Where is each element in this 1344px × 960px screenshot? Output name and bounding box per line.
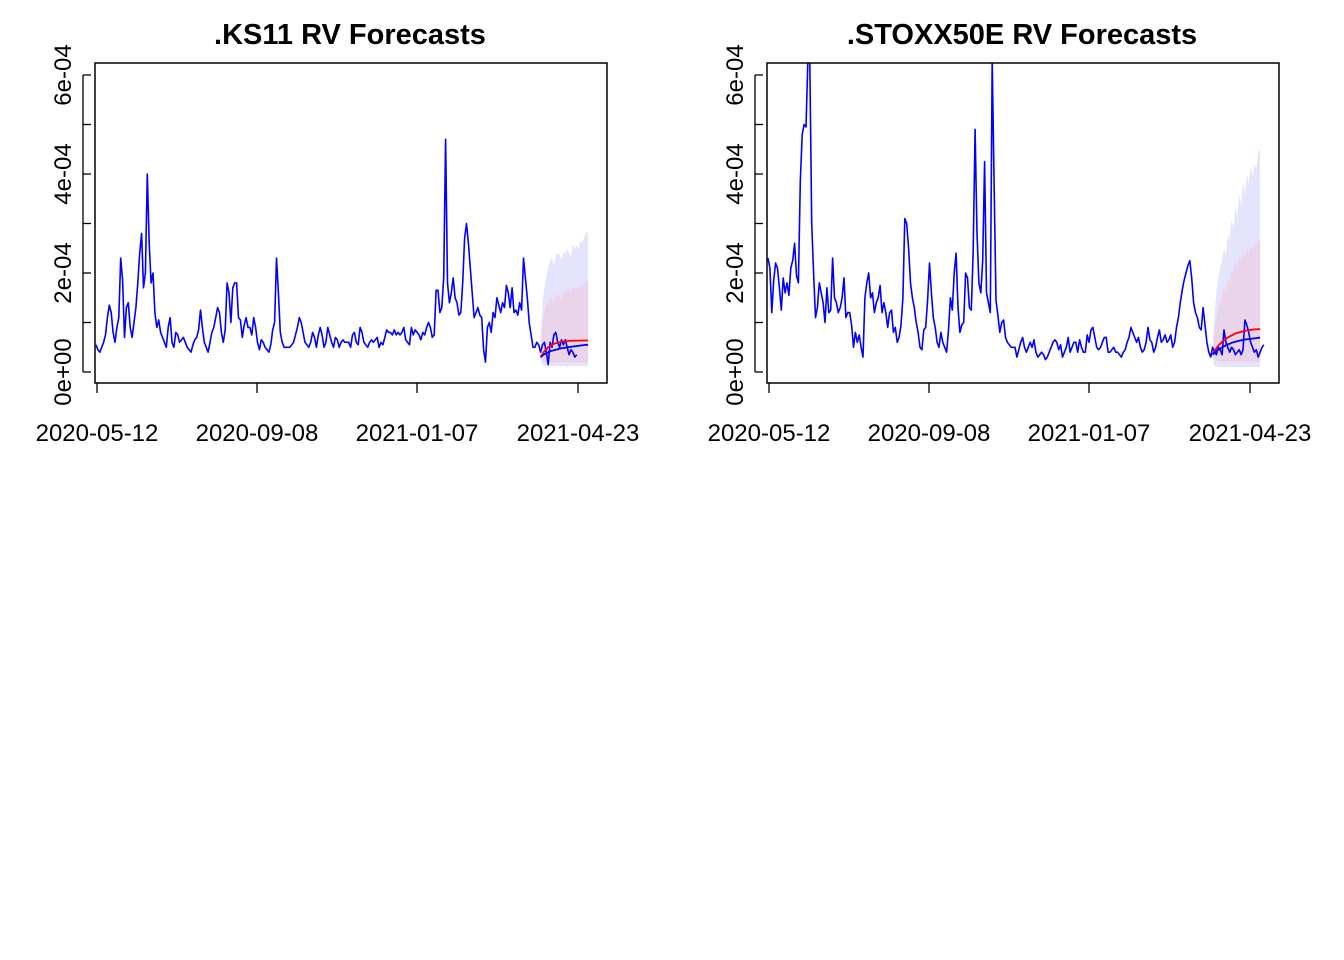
forecast-series-red bbox=[539, 339, 589, 358]
y-tick-label: 2e-04 bbox=[50, 242, 77, 303]
x-tick-label: 2021-01-07 bbox=[1028, 420, 1151, 447]
plot-frame bbox=[766, 62, 1280, 384]
x-tick-label: 2020-05-12 bbox=[36, 420, 159, 447]
x-tick-label: 2020-09-08 bbox=[868, 420, 991, 447]
y-tick-label: 0e+00 bbox=[722, 338, 749, 405]
y-tick-label: 0e+00 bbox=[50, 338, 77, 405]
y-tick-label: 2e-04 bbox=[722, 242, 749, 303]
x-tick-label: 2020-05-12 bbox=[708, 420, 831, 447]
plot-area bbox=[95, 138, 589, 367]
y-tick-label: 4e-04 bbox=[50, 143, 77, 204]
chart-panel-stoxx50e: .STOXX50E RV Forecasts 0e+00 2e-04 4e-04 6e… bbox=[708, 19, 1312, 447]
y-tick-label: 6e-04 bbox=[722, 44, 749, 105]
y-tick-label: 6e-04 bbox=[50, 44, 77, 105]
x-tick-label: 2021-01-07 bbox=[356, 420, 479, 447]
chart-title: .STOXX50E RV Forecasts bbox=[847, 19, 1197, 51]
forecast-series-blue bbox=[540, 343, 589, 358]
history-series-line bbox=[95, 138, 578, 366]
history-series-line bbox=[767, 63, 1265, 361]
plot-area bbox=[767, 63, 1265, 368]
chart-title: .KS11 RV Forecasts bbox=[214, 19, 486, 51]
forecast-series-red bbox=[1211, 328, 1261, 356]
forecast-series-blue bbox=[1211, 336, 1261, 356]
plot-frame bbox=[94, 62, 608, 384]
x-tick-label: 2020-09-08 bbox=[196, 420, 319, 447]
chart-panel-ks11: .KS11 RV Forecasts 0e+00 2e-04 4e-04 6e-04 2… bbox=[36, 19, 640, 447]
x-tick-label: 2021-04-23 bbox=[1189, 420, 1312, 447]
x-tick-label: 2021-04-23 bbox=[517, 420, 640, 447]
y-tick-label: 4e-04 bbox=[722, 143, 749, 204]
